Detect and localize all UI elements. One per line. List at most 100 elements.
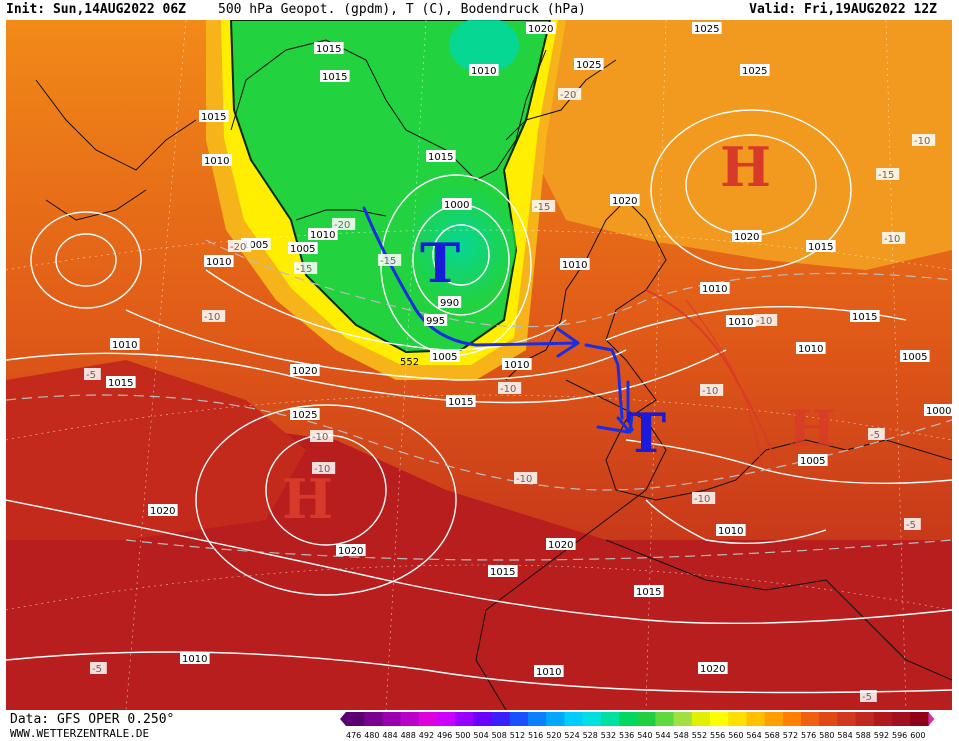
scale-swatch <box>346 712 365 726</box>
svg-text:1015: 1015 <box>322 72 347 83</box>
temperature-contours <box>6 239 952 561</box>
svg-text:1020: 1020 <box>548 540 573 551</box>
isobar-label: 1010 <box>110 338 140 351</box>
isobar-label: 990 <box>438 296 462 309</box>
scale-swatch <box>728 712 747 726</box>
isobar-label: 1000 <box>924 404 952 417</box>
scale-value: 512 <box>510 731 525 740</box>
svg-text:1020: 1020 <box>612 196 637 207</box>
svg-text:1010: 1010 <box>471 66 496 77</box>
svg-text:-5: -5 <box>906 520 916 531</box>
svg-text:995: 995 <box>426 316 445 327</box>
svg-text:-20: -20 <box>230 242 246 253</box>
weather-map: T T H H H 101510151015101010101005101010… <box>6 20 952 710</box>
svg-text:-15: -15 <box>878 170 894 181</box>
svg-text:1010: 1010 <box>310 230 335 241</box>
temperature-label: -20 <box>332 218 356 231</box>
svg-text:990: 990 <box>440 298 459 309</box>
scale-value: 480 <box>364 731 379 740</box>
temperature-label: -15 <box>378 254 402 267</box>
low-marker-central-europe: T <box>626 401 666 465</box>
scale-value: 516 <box>528 731 543 740</box>
temperature-label: -10 <box>514 472 538 485</box>
scale-value: 476 <box>346 731 361 740</box>
contour-label-552: 552 <box>400 357 419 368</box>
coastlines <box>35 39 952 710</box>
svg-text:-10: -10 <box>516 474 532 485</box>
isobar-label: 1010 <box>202 154 232 167</box>
ridge-line <box>645 289 777 466</box>
scale-swatch <box>837 712 857 726</box>
high-marker-scandinavia: H <box>720 135 771 199</box>
site-url: WWW.WETTERZENTRALE.DE <box>10 727 150 740</box>
temperature-label: -15 <box>876 168 900 181</box>
color-scale: 476 480 484 488 492 496 500 504 508 512 516 520 524 5… <box>340 712 935 740</box>
temperature-label: -5 <box>84 368 101 381</box>
isobar-label: 1010 <box>716 524 746 537</box>
temperature-label: -10 <box>692 492 716 505</box>
svg-text:1015: 1015 <box>448 397 473 408</box>
svg-text:-5: -5 <box>86 370 96 381</box>
scale-swatch <box>710 712 729 726</box>
svg-text:1025: 1025 <box>742 66 767 77</box>
scale-swatch <box>855 712 875 726</box>
svg-text:-10: -10 <box>500 384 516 395</box>
isobar-label: 1020 <box>526 22 556 35</box>
isobar-label: 1020 <box>610 194 640 207</box>
temperature-label: -10 <box>312 462 336 475</box>
scale-value: 508 <box>492 731 507 740</box>
scale-swatch <box>546 712 565 726</box>
scale-arrow-low <box>340 712 346 726</box>
high-marker-balkans: H <box>788 399 835 458</box>
scale-value: 500 <box>455 731 470 740</box>
svg-text:-10: -10 <box>702 386 718 397</box>
svg-text:1025: 1025 <box>576 60 601 71</box>
scale-value: 536 <box>619 731 634 740</box>
isobar-label: 1015 <box>106 376 136 389</box>
temperature-label: -10 <box>498 382 522 395</box>
svg-text:1000: 1000 <box>444 200 469 211</box>
isobar-label: 1020 <box>546 538 576 551</box>
isobar-label: 1015 <box>634 585 664 598</box>
isobar-label: 1000 <box>442 198 472 211</box>
svg-text:1015: 1015 <box>636 587 661 598</box>
isobar-label: 1020 <box>732 230 762 243</box>
map-header: Init: Sun,14AUG2022 06Z 500 hPa Geopot. … <box>0 0 959 20</box>
scale-swatch <box>418 712 438 726</box>
temperature-label: -20 <box>558 88 582 101</box>
scale-value: 496 <box>437 731 452 740</box>
svg-text:1015: 1015 <box>852 312 877 323</box>
isobar-label: 1020 <box>290 364 320 377</box>
isobar-label: 1025 <box>740 64 770 77</box>
isobar-label: 1010 <box>308 228 338 241</box>
svg-text:1000: 1000 <box>926 406 951 417</box>
svg-text:1020: 1020 <box>150 506 175 517</box>
svg-text:-15: -15 <box>380 256 396 267</box>
temperature-label: -20 <box>228 240 252 253</box>
scale-swatch <box>582 712 602 726</box>
svg-text:-10: -10 <box>884 234 900 245</box>
high-marker-azores: H <box>282 467 333 531</box>
isobar-label: 1010 <box>700 282 730 295</box>
map-footer: Data: GFS OPER 0.250° WWW.WETTERZENTRALE… <box>0 710 959 741</box>
scale-value: 596 <box>892 731 907 740</box>
scale-swatch <box>600 712 620 726</box>
data-source: Data: GFS OPER 0.250° <box>10 712 175 727</box>
scale-swatch <box>819 712 838 726</box>
svg-text:1010: 1010 <box>728 317 753 328</box>
scale-swatch <box>691 712 711 726</box>
svg-text:1010: 1010 <box>112 340 137 351</box>
scale-value: 484 <box>382 731 397 740</box>
isobar-label: 995 <box>424 314 448 327</box>
scale-swatch <box>637 712 656 726</box>
temperature-label: -10 <box>912 134 936 147</box>
temperature-label: -15 <box>532 200 556 213</box>
svg-text:1015: 1015 <box>490 567 515 578</box>
svg-text:1010: 1010 <box>562 260 587 271</box>
temperature-label: -10 <box>882 232 906 245</box>
isobar-label: 1025 <box>692 22 722 35</box>
scale-swatch <box>400 712 420 726</box>
scale-value: 488 <box>401 731 416 740</box>
svg-text:-10: -10 <box>204 312 220 323</box>
scale-swatch <box>746 712 766 726</box>
